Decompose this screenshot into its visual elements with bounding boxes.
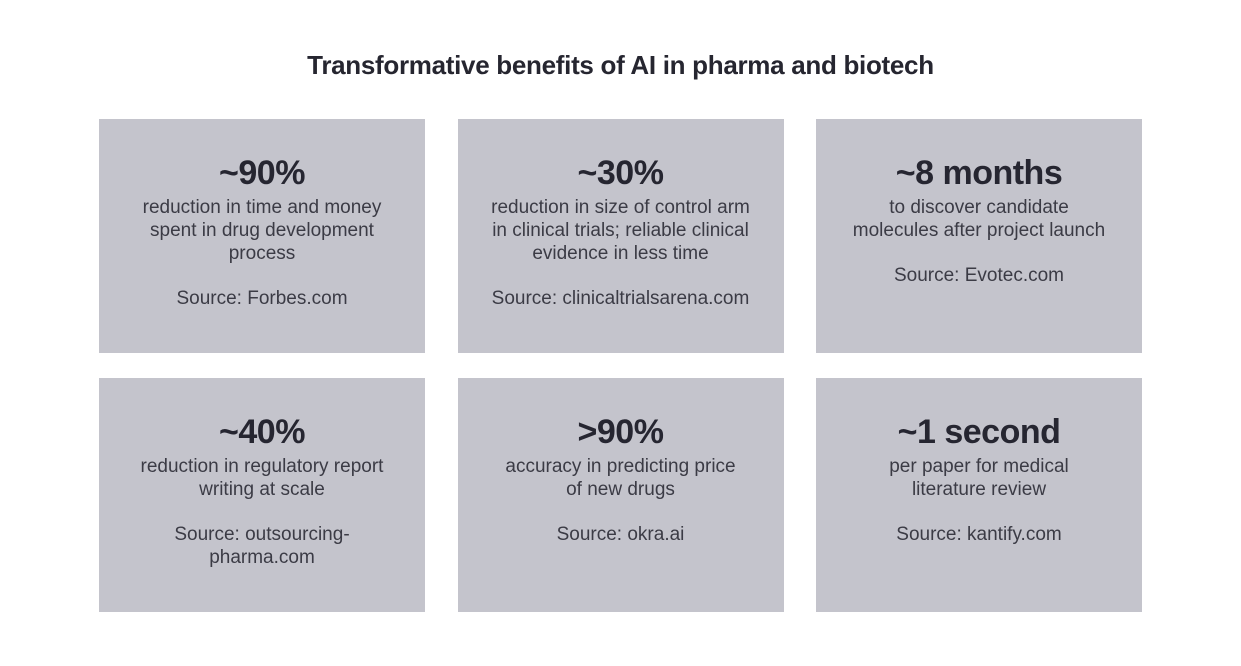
stat-card-candidate-molecules: ~8 months to discover candidate molecule… — [816, 119, 1142, 353]
stat-headline: >90% — [577, 413, 664, 451]
stat-headline: ~1 second — [897, 413, 1061, 451]
page-title: Transformative benefits of AI in pharma … — [307, 50, 934, 80]
stat-source: Source: outsourcing-pharma.com — [174, 524, 350, 568]
stat-headline: ~30% — [577, 154, 664, 192]
stat-description: per paper for medical literature review — [889, 456, 1069, 500]
stat-source: Source: Evotec.com — [893, 265, 1065, 286]
stat-source: Source: okra.ai — [556, 524, 685, 545]
stat-card-literature-review: ~1 second per paper for medical literatu… — [816, 378, 1142, 612]
stat-headline: ~90% — [219, 154, 305, 192]
stat-description: reduction in regulatory report writing a… — [140, 456, 384, 500]
stat-card-clinical-trials: ~30% reduction in size of control arm in… — [457, 119, 784, 353]
stat-source: Source: Forbes.com — [176, 288, 348, 309]
stat-card-grid: ~90% reduction in time and money spent i… — [99, 119, 1142, 612]
stat-source: Source: kantify.com — [896, 524, 1062, 545]
stat-description: accuracy in predicting price of new drug… — [505, 456, 736, 500]
stat-description: reduction in time and money spent in dru… — [142, 197, 382, 264]
stat-card-drug-development: ~90% reduction in time and money spent i… — [99, 119, 425, 353]
stat-headline: ~40% — [219, 413, 305, 451]
stat-headline: ~8 months — [895, 154, 1063, 192]
stat-card-price-prediction: >90% accuracy in predicting price of new… — [457, 378, 784, 612]
stat-description: reduction in size of control arm in clin… — [491, 197, 750, 264]
stat-source: Source: clinicaltrialsarena.com — [491, 288, 750, 309]
stat-description: to discover candidate molecules after pr… — [852, 197, 1106, 241]
stat-card-regulatory-report: ~40% reduction in regulatory report writ… — [99, 378, 425, 612]
